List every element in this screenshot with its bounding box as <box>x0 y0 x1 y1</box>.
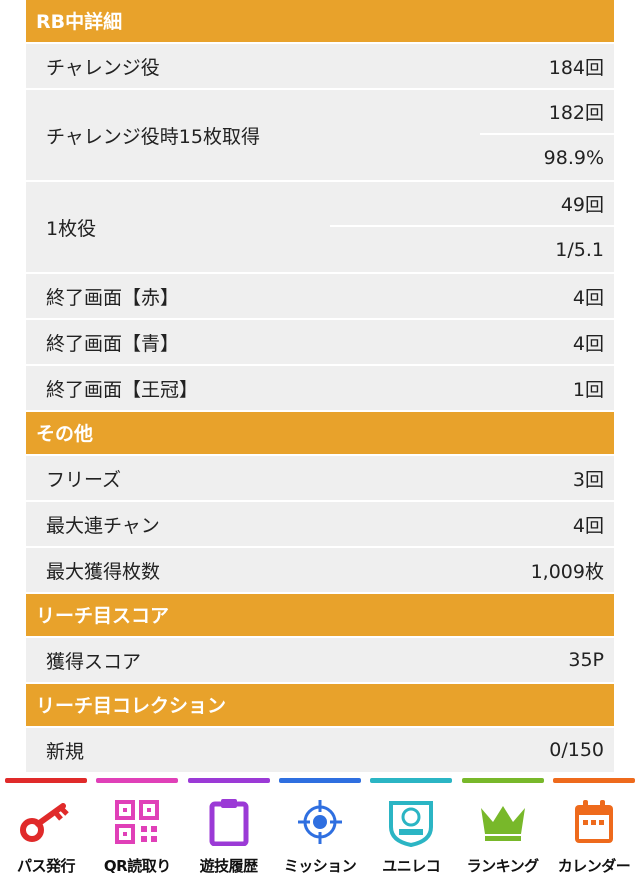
row-label: 最大獲得枚数 <box>46 560 161 583</box>
bottom-nav: パス発行 QR読取り <box>0 778 640 880</box>
row-value: 182回 <box>480 90 614 136</box>
unireco-badge-icon <box>384 795 438 849</box>
row-label: 終了画面【赤】 <box>46 286 180 309</box>
row-label: 獲得スコア <box>46 650 142 673</box>
nav-label: パス発行 <box>16 857 76 875</box>
row-one-coin: 1枚役 49回 1/5.1 <box>26 182 614 274</box>
nav-ranking[interactable]: ランキング <box>461 778 544 880</box>
row-label: 1枚役 <box>46 217 97 240</box>
row-value: 1,009枚 <box>530 560 604 583</box>
row-max-coins: 最大獲得枚数 1,009枚 <box>26 548 614 594</box>
section-header-reach-collection: リーチ目コレクション <box>26 684 614 728</box>
row-label: 終了画面【青】 <box>46 332 180 355</box>
row-challenge-15: チャレンジ役時15枚取得 182回 98.9% <box>26 90 614 182</box>
row-score: 獲得スコア 35P <box>26 638 614 684</box>
row-label: 終了画面【王冠】 <box>46 378 199 401</box>
nav-qr[interactable]: QR読取り <box>96 778 179 880</box>
row-value: 3回 <box>572 468 604 491</box>
crown-icon <box>476 795 530 849</box>
row-value: 0/150 <box>549 739 604 761</box>
row-label: 最大連チャン <box>46 514 160 537</box>
nav-pass[interactable]: パス発行 <box>5 778 87 880</box>
qr-icon <box>110 795 164 849</box>
nav-label: ミッション <box>283 857 357 875</box>
nav-color-bar <box>96 778 179 783</box>
nav-color-bar <box>5 778 87 783</box>
section-header-other: その他 <box>26 412 614 456</box>
nav-unireco[interactable]: ユニレコ <box>370 778 453 880</box>
row-label: フリーズ <box>46 468 122 491</box>
row-value: 184回 <box>548 56 604 79</box>
nav-label: ランキング <box>466 857 540 875</box>
row-value: 1/5.1 <box>555 238 604 261</box>
clipboard-icon <box>202 795 256 849</box>
row-end-red: 終了画面【赤】 4回 <box>26 274 614 320</box>
nav-label: ユニレコ <box>382 857 441 875</box>
row-value: 4回 <box>572 514 604 537</box>
nav-color-bar <box>461 778 544 783</box>
row-label: チャレンジ役時15枚取得 <box>46 125 260 148</box>
nav-color-bar <box>187 778 270 783</box>
target-icon <box>293 795 347 849</box>
nav-color-bar <box>370 778 453 783</box>
row-value: 1回 <box>572 378 604 401</box>
nav-label: QR読取り <box>103 857 171 875</box>
row-new: 新規 0/150 <box>26 728 614 774</box>
nav-label: カレンダー <box>557 857 631 875</box>
row-max-chain: 最大連チャン 4回 <box>26 502 614 548</box>
row-label: 新規 <box>46 740 85 763</box>
row-value: 4回 <box>572 286 604 309</box>
row-end-blue: 終了画面【青】 4回 <box>26 320 614 366</box>
row-value: 49回 <box>330 182 614 228</box>
row-value: 98.9% <box>543 146 604 169</box>
row-freeze: フリーズ 3回 <box>26 456 614 502</box>
nav-color-bar <box>552 778 635 783</box>
calendar-icon <box>567 795 621 849</box>
nav-history[interactable]: 遊技履歴 <box>187 778 270 880</box>
row-label: チャレンジ役 <box>46 56 160 79</box>
row-value: 4回 <box>572 332 604 355</box>
nav-color-bar <box>278 778 361 783</box>
nav-label: 遊技履歴 <box>199 857 259 875</box>
row-end-crown: 終了画面【王冠】 1回 <box>26 366 614 412</box>
row-challenge: チャレンジ役 184回 <box>26 44 614 90</box>
section-header-reach-score: リーチ目スコア <box>26 594 614 638</box>
section-header-rb: RB中詳細 <box>26 0 614 44</box>
nav-calendar[interactable]: カレンダー <box>552 778 635 880</box>
nav-mission[interactable]: ミッション <box>278 778 361 880</box>
data-panel: RB中詳細 チャレンジ役 184回 チャレンジ役時15枚取得 182回 98.9… <box>26 0 614 774</box>
key-icon <box>19 795 73 849</box>
row-value: 35P <box>568 649 604 671</box>
